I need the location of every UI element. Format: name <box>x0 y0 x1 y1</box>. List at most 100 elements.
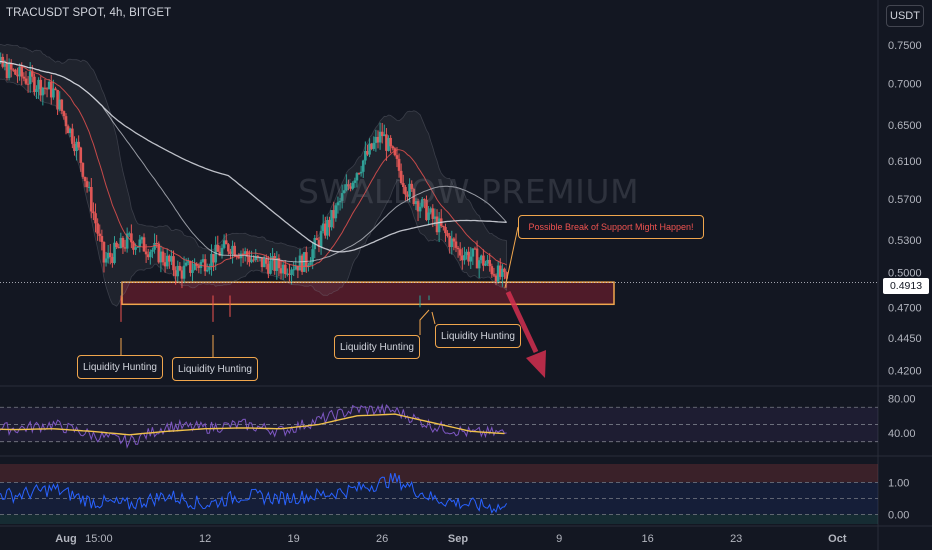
candle-body <box>454 241 458 248</box>
candle-body <box>330 210 333 228</box>
candle-body <box>151 249 154 252</box>
candle-body <box>5 63 9 78</box>
callout-connector <box>504 226 519 289</box>
candle-body <box>444 227 447 234</box>
candle-body <box>391 146 395 149</box>
candle-body <box>66 126 70 134</box>
time-axis-label: 26 <box>376 533 388 545</box>
candle-body <box>220 247 224 256</box>
candle-body <box>461 255 464 261</box>
candle-body <box>193 263 196 270</box>
candle-body <box>203 259 207 272</box>
price-axis-label: 0.5300 <box>888 235 922 247</box>
candle-body <box>378 131 382 143</box>
candle-body <box>108 252 112 258</box>
candle-body <box>452 238 456 242</box>
candle-body <box>359 171 363 174</box>
candle-body <box>279 268 283 274</box>
candle-body <box>92 211 95 214</box>
candle-body <box>294 265 298 270</box>
candle-body <box>281 264 285 274</box>
candle-body <box>100 236 104 242</box>
price-axis-label: 0.6500 <box>888 120 922 132</box>
price-axis-label: 0.5700 <box>888 194 922 206</box>
candle-body <box>39 79 43 96</box>
candle-body <box>496 265 500 283</box>
candle-body <box>125 233 129 249</box>
annotation-liquidity-hunting-1: Liquidity Hunting <box>77 355 163 379</box>
candle-body <box>305 252 308 267</box>
candle-body <box>288 273 291 275</box>
candle-body <box>292 269 295 271</box>
time-axis-label: 12 <box>199 533 211 545</box>
candle-body <box>62 111 66 117</box>
candle-body <box>60 99 64 112</box>
candle-body <box>20 66 24 77</box>
candle-body <box>172 256 175 271</box>
candle-body <box>286 273 289 275</box>
candle-body <box>83 176 87 182</box>
candle-body <box>30 71 34 77</box>
candle-body <box>52 88 55 98</box>
time-axis-label: 19 <box>287 533 299 545</box>
candle-body <box>475 248 479 269</box>
candle-body <box>155 242 158 244</box>
candle-body <box>410 183 414 189</box>
candle-body <box>9 63 13 70</box>
candle-body <box>355 173 359 181</box>
candle-body <box>115 242 118 248</box>
candle-body <box>326 219 329 236</box>
candle-body <box>425 199 428 221</box>
candle-body <box>450 238 454 248</box>
candle-body <box>241 253 245 255</box>
candle-body <box>216 244 220 252</box>
candle-body <box>498 265 502 277</box>
candle-body <box>186 261 190 263</box>
callout-connector <box>419 309 430 335</box>
candle-body <box>342 190 346 194</box>
callout-connector <box>431 311 436 325</box>
candle-body <box>123 247 127 249</box>
rsi-ma-line <box>0 413 505 436</box>
candle-body <box>401 183 405 188</box>
candle-body <box>14 69 17 75</box>
indicator-upper-band <box>0 464 878 483</box>
candle-body <box>385 134 388 151</box>
candle-body <box>197 265 201 268</box>
candle-body <box>222 240 226 248</box>
candle-body <box>456 247 460 250</box>
candle-body <box>180 270 184 279</box>
candle-body <box>414 201 418 205</box>
candle-body <box>134 247 137 250</box>
candle-body <box>243 251 247 255</box>
candle-body <box>442 225 445 228</box>
currency-button[interactable]: USDT <box>886 5 924 27</box>
annotation-break-of-support: Possible Break of Support Might Happen! <box>518 215 704 239</box>
chart-title: TRACUSDT SPOT, 4h, BITGET <box>6 7 172 19</box>
candle-body <box>189 261 192 273</box>
current-price-tag: 0.4913 <box>883 278 929 294</box>
candle-body <box>290 269 293 275</box>
candle-body <box>157 243 161 263</box>
candle-body <box>111 257 114 263</box>
candle-body <box>353 180 357 183</box>
candle-body <box>307 265 310 267</box>
candle-body <box>267 263 270 274</box>
candle-body <box>345 184 348 191</box>
candle-body <box>395 155 399 159</box>
candle-body <box>477 260 481 269</box>
candle-body <box>349 186 352 189</box>
candle-body <box>163 262 167 267</box>
candle-body <box>208 266 211 270</box>
candle-body <box>79 147 83 163</box>
candle-body <box>7 63 11 78</box>
time-axis-label: 23 <box>730 533 742 545</box>
candle-body <box>420 199 424 207</box>
candle-body <box>12 69 15 71</box>
time-axis-label: 9 <box>556 533 562 545</box>
price-axis-label: 0.7000 <box>888 79 922 91</box>
candle-body <box>380 131 384 137</box>
candle-body <box>446 233 449 236</box>
candle-body <box>102 241 106 263</box>
